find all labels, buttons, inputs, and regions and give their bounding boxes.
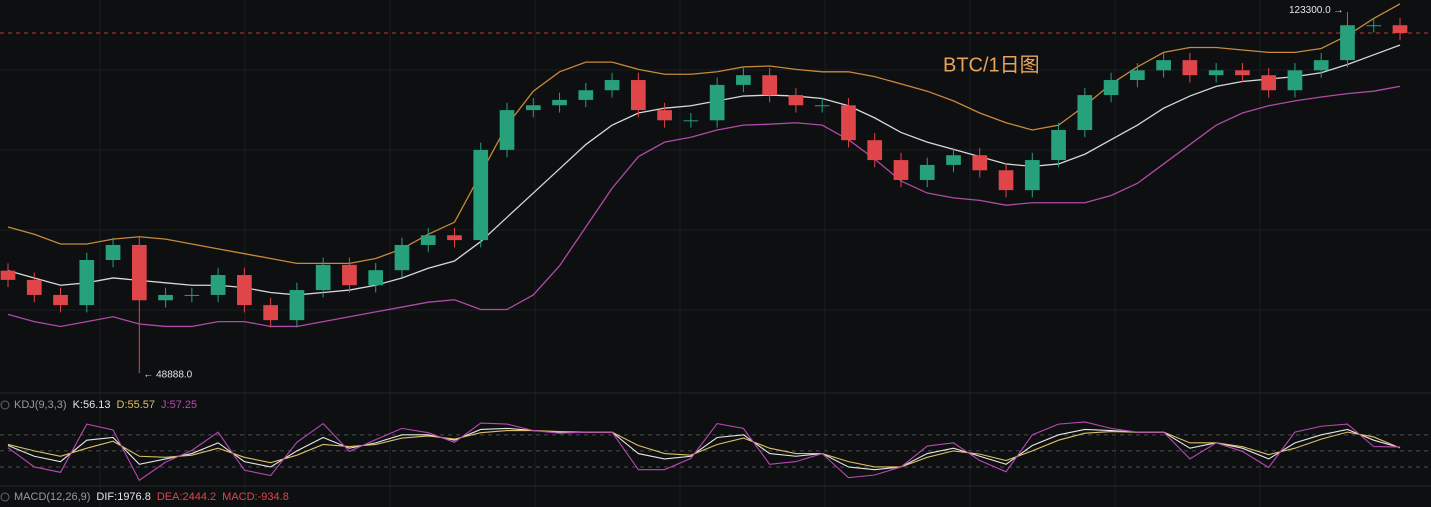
kdj-line bbox=[7, 429, 1401, 468]
candle-body bbox=[315, 264, 331, 291]
candle-body bbox=[1103, 80, 1119, 96]
candle-body bbox=[1313, 60, 1329, 71]
candle-body bbox=[158, 294, 173, 301]
candle-body bbox=[736, 75, 751, 85]
candle-body bbox=[1024, 160, 1040, 191]
candle-body bbox=[946, 155, 961, 165]
candle-body bbox=[131, 244, 147, 301]
band-lower bbox=[7, 85, 1401, 328]
candle-body bbox=[657, 110, 672, 121]
band-upper bbox=[7, 3, 1401, 265]
candle-body bbox=[447, 235, 462, 241]
candle-body bbox=[919, 164, 935, 180]
candle-body bbox=[289, 290, 305, 321]
candle-body bbox=[1156, 60, 1171, 71]
candle-body bbox=[499, 110, 515, 150]
candle-body bbox=[814, 105, 830, 107]
price-annotation: ← 48888.0 bbox=[143, 370, 192, 381]
candle-body bbox=[578, 90, 594, 100]
candle-body bbox=[1235, 70, 1250, 76]
candle-body bbox=[79, 260, 95, 306]
candle-body bbox=[1182, 60, 1198, 76]
chart-title: BTC/1日图 bbox=[943, 54, 1040, 76]
candle-body bbox=[683, 120, 699, 122]
candle-body bbox=[0, 270, 16, 280]
candle-body bbox=[1130, 70, 1145, 81]
candle-body bbox=[26, 279, 42, 295]
candle-body bbox=[762, 75, 778, 96]
candle-body bbox=[184, 294, 200, 296]
candle-body bbox=[604, 80, 620, 91]
candle-body bbox=[473, 149, 489, 241]
candle-body bbox=[394, 244, 410, 271]
price-annotation: 123300.0 → bbox=[1289, 5, 1344, 16]
candle-body bbox=[210, 275, 226, 295]
candle-body bbox=[53, 294, 68, 306]
candle-body bbox=[709, 84, 725, 121]
candle-body bbox=[1208, 70, 1224, 76]
kdj-readout: K:56.13 bbox=[73, 399, 111, 411]
kdj-readout: D:55.57 bbox=[117, 399, 156, 411]
candle-body bbox=[998, 170, 1014, 191]
candle-body bbox=[342, 264, 357, 286]
candle-body bbox=[1287, 70, 1303, 91]
candle-body bbox=[552, 99, 567, 106]
candle-body bbox=[1077, 95, 1093, 130]
candle-body bbox=[525, 105, 541, 111]
candle-body bbox=[263, 305, 278, 321]
indicator-icon[interactable] bbox=[0, 492, 10, 502]
candle-body bbox=[1392, 25, 1408, 33]
candle-body bbox=[1051, 130, 1066, 161]
candle-body bbox=[841, 105, 856, 141]
candle-body bbox=[972, 155, 988, 171]
macd-label: MACD(12,26,9) bbox=[14, 491, 90, 503]
indicator-icon[interactable] bbox=[0, 400, 10, 410]
macd-readout: MACD:-934.8 bbox=[222, 491, 289, 503]
candle-body bbox=[1366, 25, 1382, 27]
kdj-label: KDJ(9,3,3) bbox=[14, 399, 67, 411]
candle-body bbox=[368, 270, 384, 286]
candle-body bbox=[1340, 25, 1355, 61]
candle-body bbox=[788, 95, 804, 106]
macd-readout: DEA:2444.2 bbox=[157, 491, 216, 503]
candle-body bbox=[893, 160, 909, 180]
kdj-readout: J:57.25 bbox=[161, 399, 197, 411]
candle-body bbox=[237, 275, 252, 306]
candle-body bbox=[630, 80, 646, 111]
candle-body bbox=[867, 140, 883, 161]
candle-body bbox=[105, 244, 121, 260]
candle-body bbox=[420, 235, 436, 245]
kdj-line bbox=[7, 421, 1401, 482]
macd-readout: DIF:1976.8 bbox=[96, 491, 150, 503]
kdj-line bbox=[7, 427, 1401, 471]
candle-body bbox=[1261, 75, 1277, 91]
